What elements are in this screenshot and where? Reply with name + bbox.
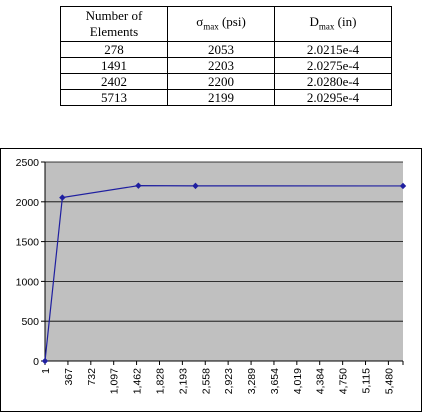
header-sigma-max: σmax (psi) [167,6,275,42]
x-tick-label: 2,923 [223,368,235,394]
header-d-max: Dmax (in) [274,6,392,42]
axes [44,162,403,362]
x-tick-label: 4,750 [338,368,350,394]
table-row: 5713 2199 2.0295e-4 [60,89,392,106]
x-axis-ticks: 1 367 732 1,097 1,462 1,828 2,193 2,558 2,923 3,2… [40,361,404,394]
data-point [399,182,407,190]
series-layer [41,182,407,365]
cell-sigma: 2053 [167,41,275,58]
cell-sigma: 2199 [167,89,275,106]
x-tick-label: 5,115 [361,368,373,394]
cell-dmax: 2.0295e-4 [274,89,392,106]
cell-sigma: 2200 [167,73,275,90]
y-axis-ticks: 0 500 1000 1500 2000 2500 [16,157,45,368]
cell-dmax: 2.0280e-4 [274,73,392,90]
table-row: 278 2053 2.0215e-4 [60,41,392,58]
cell-elements: 278 [60,41,168,58]
data-point [41,357,49,365]
header-number-of-elements: Number of Elements [60,6,168,42]
x-tick-label: 732 [86,368,98,386]
table-row: 1491 2203 2.0275e-4 [60,57,392,74]
x-tick-label: 4,019 [292,368,304,394]
y-tick-label: 500 [21,316,39,328]
x-tick-label: 3,654 [269,368,281,394]
x-tick-label: 3,289 [246,368,258,394]
x-tick-label: 367 [63,368,75,386]
data-point [135,182,142,189]
results-table: Number of Elements σmax (psi) Dmax (in) … [60,6,392,106]
cell-dmax: 2.0215e-4 [274,41,392,58]
x-tick-label: 5,480 [383,368,395,394]
x-tick-label: 2,193 [177,368,189,394]
gridlines [45,161,403,322]
data-point [59,194,66,201]
y-tick-label: 1500 [16,237,40,249]
y-tick-label: 1000 [16,276,40,288]
y-tick-label: 2000 [16,197,40,209]
convergence-chart: 0 500 1000 1500 2000 2500 1 367 732 1,097 1,462 1,… [0,148,422,412]
table-header-row: Number of Elements σmax (psi) Dmax (in) [60,6,392,42]
cell-elements: 1491 [60,57,168,74]
x-tick-label: 2,558 [200,368,212,394]
cell-sigma: 2203 [167,57,275,74]
plot-area [45,162,403,361]
cell-elements: 5713 [60,89,168,106]
table-row: 2402 2200 2.0280e-4 [60,73,392,90]
data-point [192,182,199,190]
x-tick-label: 4,384 [315,368,327,394]
x-tick-label: 1,097 [109,368,121,394]
x-tick-label: 1 [40,368,52,374]
cell-elements: 2402 [60,73,168,90]
cell-dmax: 2.0275e-4 [274,57,392,74]
x-tick-label: 1,462 [132,368,144,394]
y-tick-label: 2500 [16,157,40,169]
y-tick-label: 0 [33,356,39,368]
x-tick-label: 1,828 [155,368,167,394]
